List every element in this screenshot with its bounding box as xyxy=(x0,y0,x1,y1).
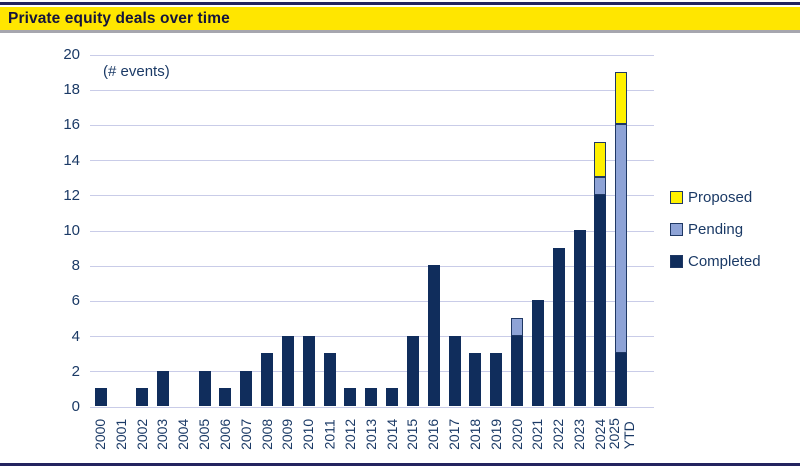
y-tick-label-6: 6 xyxy=(71,292,80,310)
y-tick-label-0: 0 xyxy=(71,398,80,415)
y-tick-label-2: 2 xyxy=(71,362,80,380)
bar-segment-2024-proposed xyxy=(594,142,607,178)
bar-2025-ytd xyxy=(615,71,628,406)
units-label: (# events) xyxy=(103,63,170,80)
y-tick-label-8: 8 xyxy=(71,257,80,275)
bar-segment-2024-completed xyxy=(594,194,607,406)
gridline-y-2 xyxy=(90,371,654,373)
bar-2015 xyxy=(406,335,419,406)
bar-segment-2007-completed xyxy=(240,370,253,406)
bar-segment-2008-completed xyxy=(261,353,274,406)
bar-2003 xyxy=(156,370,169,406)
bar-segment-2016-completed xyxy=(427,265,440,406)
bar-segment-2025-ytd-pending xyxy=(615,124,628,354)
bar-segment-2017-completed xyxy=(448,335,461,406)
legend-item-pending: Pending xyxy=(670,219,798,239)
bar-2022 xyxy=(552,247,565,406)
top-rule xyxy=(0,2,800,5)
gridline-y-12 xyxy=(90,195,654,197)
plot-area xyxy=(90,54,654,408)
bottom-rule xyxy=(0,463,800,466)
chart-legend: Proposed Pending Completed xyxy=(670,187,798,283)
bar-segment-2014-completed xyxy=(386,388,399,406)
bar-2009 xyxy=(281,335,294,406)
bar-segment-2012-completed xyxy=(344,388,357,406)
bar-segment-2002-completed xyxy=(136,388,149,406)
bar-2000 xyxy=(94,388,107,406)
bar-segment-2005-completed xyxy=(198,370,211,406)
gridline-y-16 xyxy=(90,124,654,126)
bar-2002 xyxy=(136,388,149,406)
bar-2019 xyxy=(490,353,503,406)
bar-2018 xyxy=(469,353,482,406)
bar-2016 xyxy=(427,265,440,406)
bar-2007 xyxy=(240,370,253,406)
bar-2005 xyxy=(198,370,211,406)
legend-item-completed: Completed xyxy=(670,251,798,271)
bar-segment-2021-completed xyxy=(531,300,544,406)
x-axis-labels: 2000 2001 2002 2003 2004 2005 2006 2007 2008 2009… xyxy=(90,409,690,465)
bar-2014 xyxy=(386,388,399,406)
bar-2017 xyxy=(448,335,461,406)
bar-2012 xyxy=(344,388,357,406)
bar-2010 xyxy=(302,335,315,406)
gridline-y-14 xyxy=(90,160,654,162)
bar-segment-2003-completed xyxy=(156,370,169,406)
bar-segment-2006-completed xyxy=(219,388,232,406)
bar-2024 xyxy=(594,142,607,406)
bar-2023 xyxy=(573,230,586,406)
y-axis-labels: 0 2 4 6 8 10 12 14 16 18 20 xyxy=(0,46,80,415)
legend-swatch-pending-icon xyxy=(670,222,683,236)
legend-swatch-completed-icon xyxy=(670,254,683,268)
gridline-y-10 xyxy=(90,230,654,232)
bar-segment-2019-completed xyxy=(490,353,503,406)
legend-label-completed: Completed xyxy=(688,252,761,270)
y-tick-label-20: 20 xyxy=(63,46,80,63)
bar-2020 xyxy=(511,318,524,406)
bar-segment-2025-ytd-completed xyxy=(615,353,628,406)
bar-segment-2013-completed xyxy=(365,388,378,406)
bar-segment-2015-completed xyxy=(406,335,419,406)
legend-label-proposed: Proposed xyxy=(688,188,753,206)
gridline-y-6 xyxy=(90,300,654,302)
bar-segment-2010-completed xyxy=(302,335,315,406)
bar-segment-2022-completed xyxy=(552,247,565,406)
bar-segment-2024-pending xyxy=(594,177,607,195)
gridline-y-4 xyxy=(90,336,654,338)
bar-2006 xyxy=(219,388,232,406)
y-tick-label-18: 18 xyxy=(63,81,80,99)
gridline-y-8 xyxy=(90,265,654,267)
y-tick-label-4: 4 xyxy=(71,327,80,345)
bar-segment-2011-completed xyxy=(323,353,336,406)
bar-2013 xyxy=(365,388,378,406)
bar-segment-2020-pending xyxy=(511,318,524,336)
y-tick-label-16: 16 xyxy=(63,116,80,134)
legend-label-pending: Pending xyxy=(688,220,744,238)
gridline-y-0 xyxy=(90,406,654,408)
bar-segment-2020-completed xyxy=(511,335,524,406)
title-bar: Private equity deals over time xyxy=(0,7,800,33)
y-tick-label-14: 14 xyxy=(63,151,80,169)
x-tick-label-2025-ytd: 2025 YTD xyxy=(605,418,637,450)
x-tick-2025-ytd: 2025 YTD xyxy=(596,409,646,459)
bar-2008 xyxy=(261,353,274,406)
bar-2011 xyxy=(323,353,336,406)
page-title: Private equity deals over time xyxy=(8,10,230,27)
y-tick-label-10: 10 xyxy=(63,222,80,239)
bar-segment-2000-completed xyxy=(94,388,107,406)
legend-swatch-proposed-icon xyxy=(670,190,683,204)
bar-2021 xyxy=(531,300,544,406)
bar-segment-2023-completed xyxy=(573,230,586,406)
gridline-y-20 xyxy=(90,54,654,56)
legend-item-proposed: Proposed xyxy=(670,187,798,207)
bar-segment-2018-completed xyxy=(469,353,482,406)
bar-segment-2009-completed xyxy=(281,335,294,406)
bar-segment-2025-ytd-proposed xyxy=(615,71,628,125)
y-tick-label-12: 12 xyxy=(63,186,80,204)
gridline-y-18 xyxy=(90,89,654,91)
